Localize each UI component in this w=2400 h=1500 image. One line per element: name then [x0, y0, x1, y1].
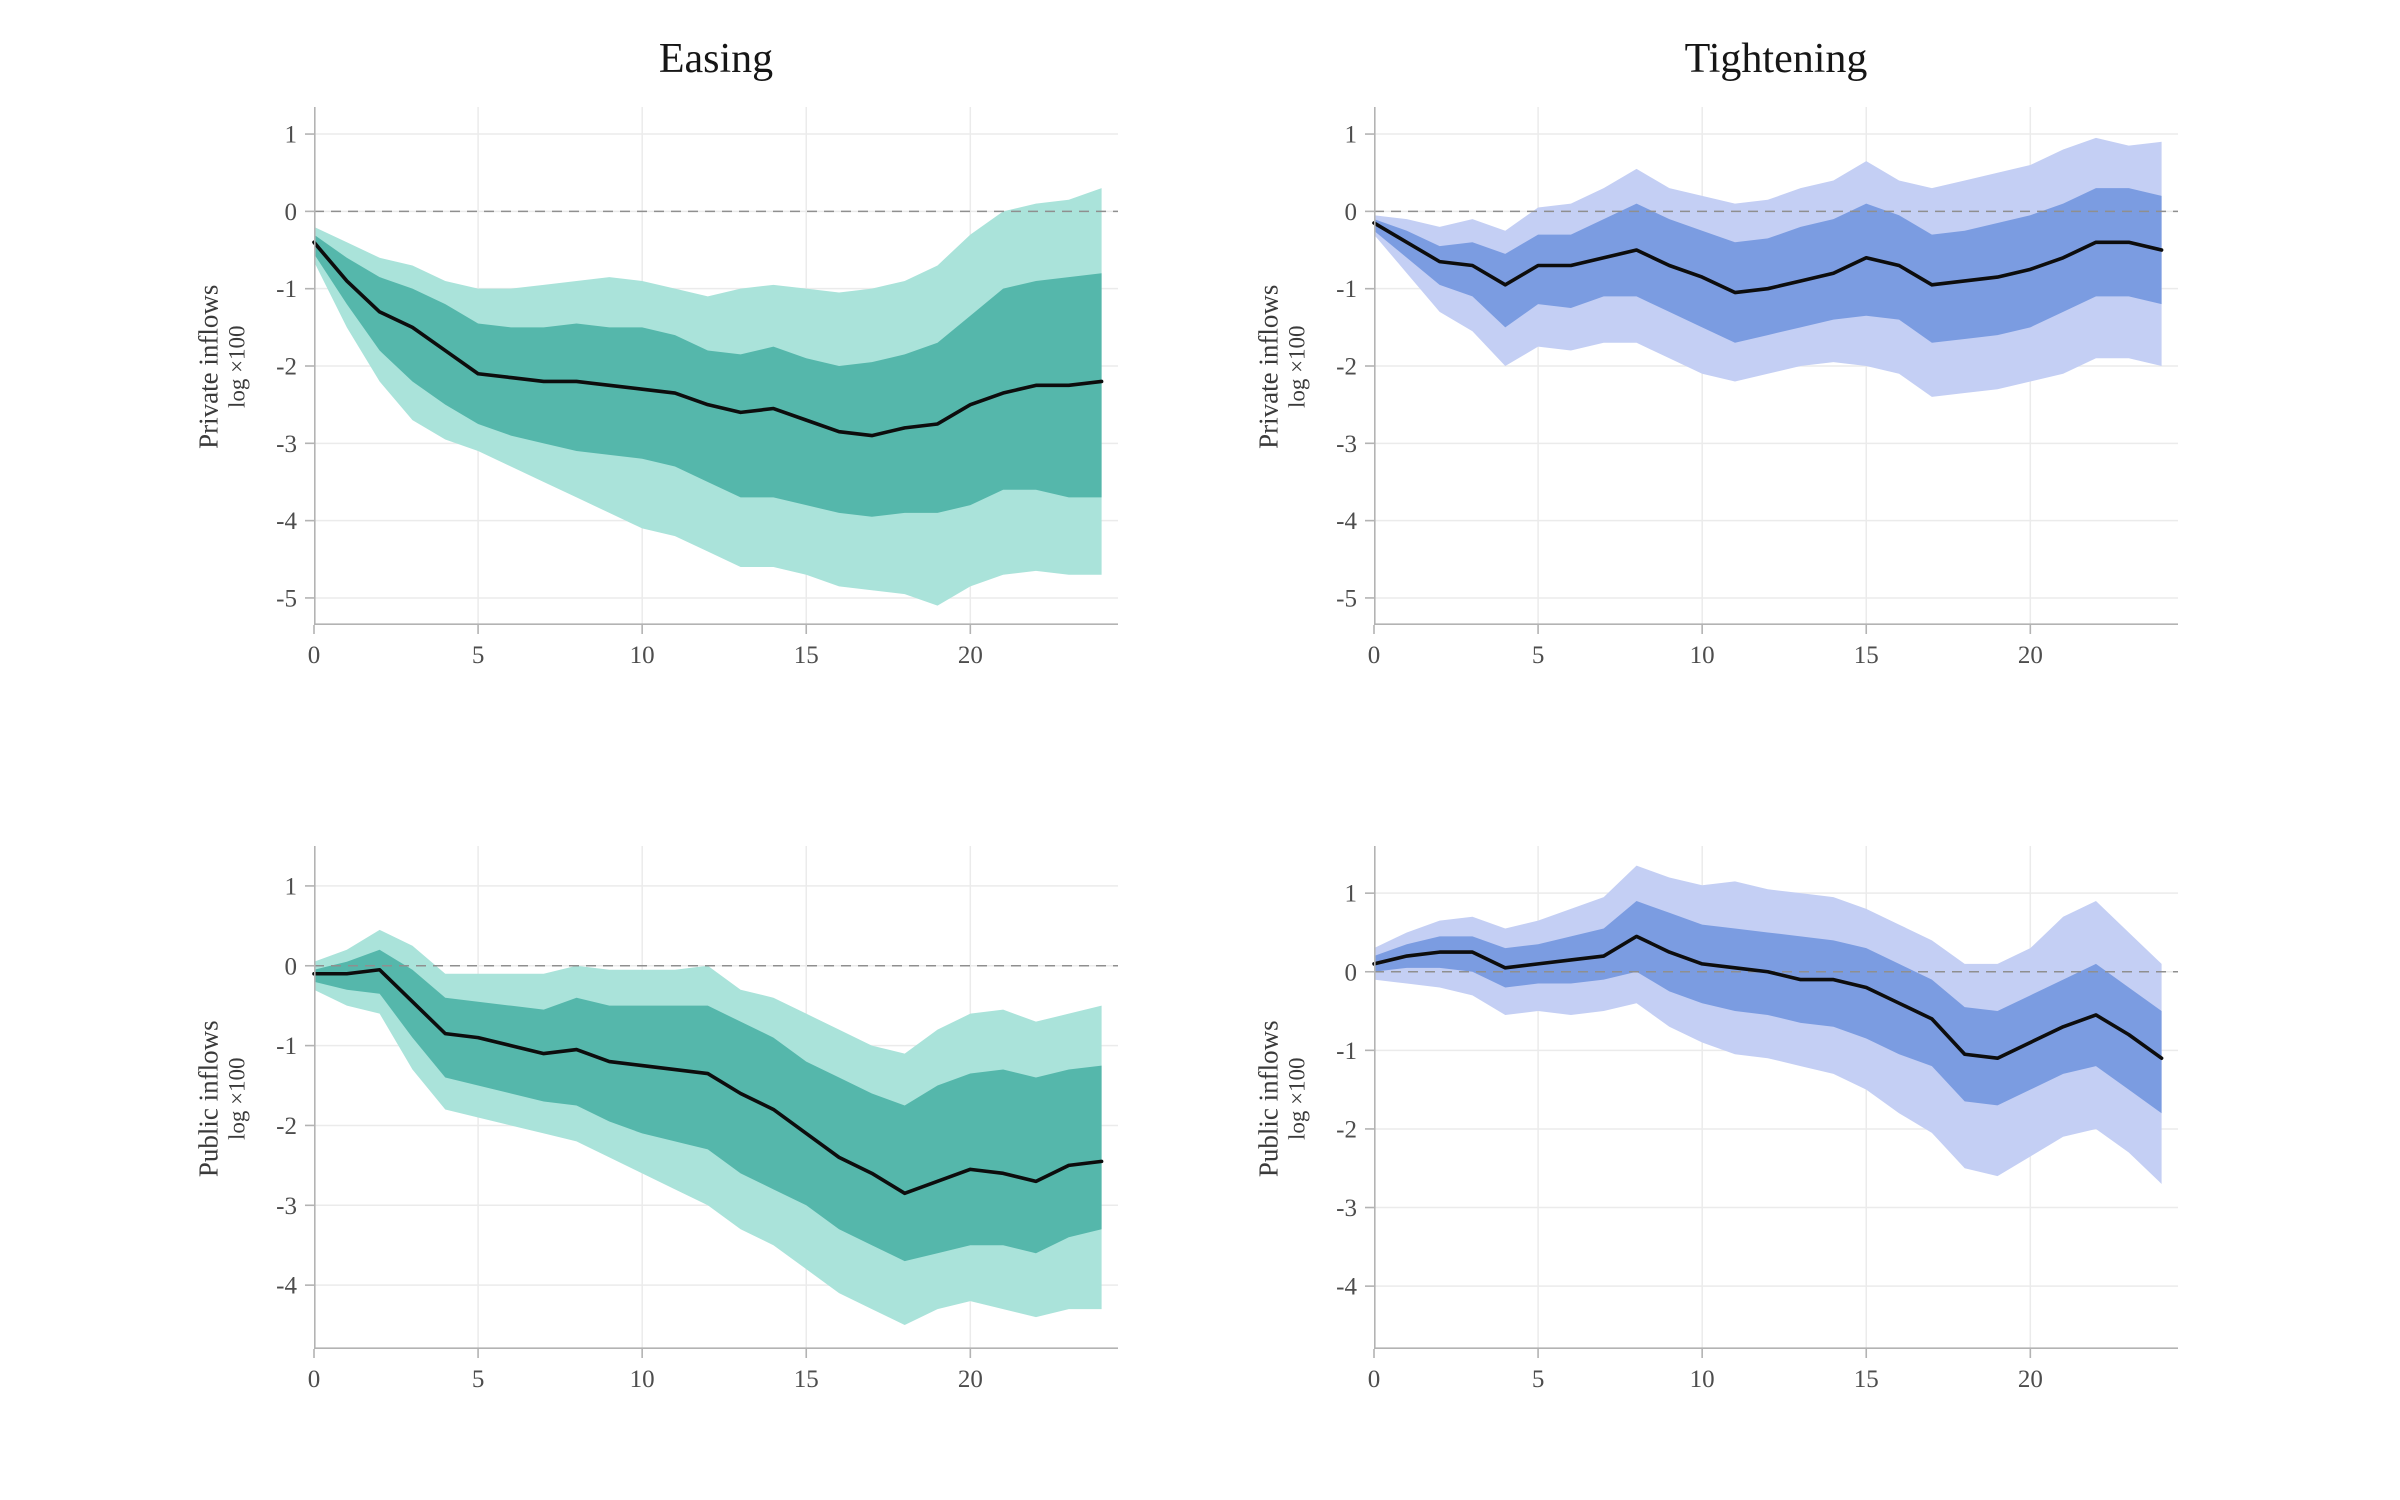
- svg-text:-4: -4: [1336, 508, 1357, 535]
- y-axis-label-public-easing: Public inflows log ×100: [193, 929, 250, 1269]
- svg-text:10: 10: [630, 642, 655, 669]
- svg-text:5: 5: [472, 642, 485, 669]
- svg-text:0: 0: [285, 953, 298, 980]
- column-title-easing: Easing: [658, 36, 774, 82]
- svg-text:1: 1: [285, 122, 298, 149]
- svg-text:-1: -1: [276, 1033, 297, 1060]
- svg-text:0: 0: [285, 199, 298, 226]
- svg-text:-1: -1: [276, 276, 297, 303]
- y-axis-label-line2: log ×100: [224, 1057, 250, 1141]
- svg-text:10: 10: [1690, 642, 1715, 669]
- svg-text:-1: -1: [1336, 1038, 1357, 1065]
- svg-text:20: 20: [958, 642, 983, 669]
- svg-text:5: 5: [472, 1366, 485, 1393]
- svg-text:0: 0: [308, 1366, 321, 1393]
- svg-text:1: 1: [1345, 122, 1358, 149]
- svg-text:20: 20: [958, 1366, 983, 1393]
- svg-text:0: 0: [308, 642, 321, 669]
- svg-text:-2: -2: [276, 354, 297, 381]
- svg-text:-3: -3: [1336, 1195, 1357, 1222]
- svg-text:-3: -3: [276, 431, 297, 458]
- svg-text:1: 1: [1345, 881, 1358, 908]
- y-axis-label-line2: log ×100: [1284, 325, 1310, 409]
- svg-text:20: 20: [2018, 1366, 2043, 1393]
- svg-text:10: 10: [630, 1366, 655, 1393]
- y-axis-label-line1: Public inflows: [193, 1020, 224, 1178]
- svg-text:-4: -4: [1336, 1274, 1357, 1301]
- svg-text:-5: -5: [276, 585, 297, 612]
- svg-text:-4: -4: [276, 508, 297, 535]
- svg-text:0: 0: [1368, 642, 1381, 669]
- svg-text:0: 0: [1368, 1366, 1381, 1393]
- svg-text:-3: -3: [1336, 431, 1357, 458]
- svg-text:-1: -1: [1336, 276, 1357, 303]
- svg-text:5: 5: [1532, 642, 1545, 669]
- svg-text:5: 5: [1532, 1366, 1545, 1393]
- svg-text:15: 15: [1854, 1366, 1879, 1393]
- svg-text:-2: -2: [276, 1113, 297, 1140]
- svg-text:15: 15: [1854, 642, 1879, 669]
- svg-text:15: 15: [794, 642, 819, 669]
- svg-text:0: 0: [1345, 199, 1358, 226]
- svg-text:1: 1: [285, 873, 298, 900]
- column-title-tightening: Tightening: [1684, 36, 1868, 82]
- y-axis-label-line1: Private inflows: [1253, 284, 1284, 449]
- svg-text:-3: -3: [276, 1193, 297, 1220]
- svg-text:15: 15: [794, 1366, 819, 1393]
- y-axis-label-private-easing: Private inflows log ×100: [193, 197, 250, 537]
- y-axis-label-line2: log ×100: [224, 325, 250, 409]
- y-axis-label-line1: Private inflows: [193, 284, 224, 449]
- y-axis-label-public-tightening: Public inflows log ×100: [1253, 929, 1310, 1269]
- y-axis-label-line1: Public inflows: [1253, 1020, 1284, 1178]
- y-axis-label-line2: log ×100: [1284, 1057, 1310, 1141]
- svg-text:-2: -2: [1336, 354, 1357, 381]
- svg-text:-5: -5: [1336, 585, 1357, 612]
- svg-text:0: 0: [1345, 959, 1358, 986]
- svg-text:-2: -2: [1336, 1116, 1357, 1143]
- svg-text:10: 10: [1690, 1366, 1715, 1393]
- y-axis-label-private-tightening: Private inflows log ×100: [1253, 197, 1310, 537]
- svg-text:20: 20: [2018, 642, 2043, 669]
- svg-text:-4: -4: [276, 1273, 297, 1300]
